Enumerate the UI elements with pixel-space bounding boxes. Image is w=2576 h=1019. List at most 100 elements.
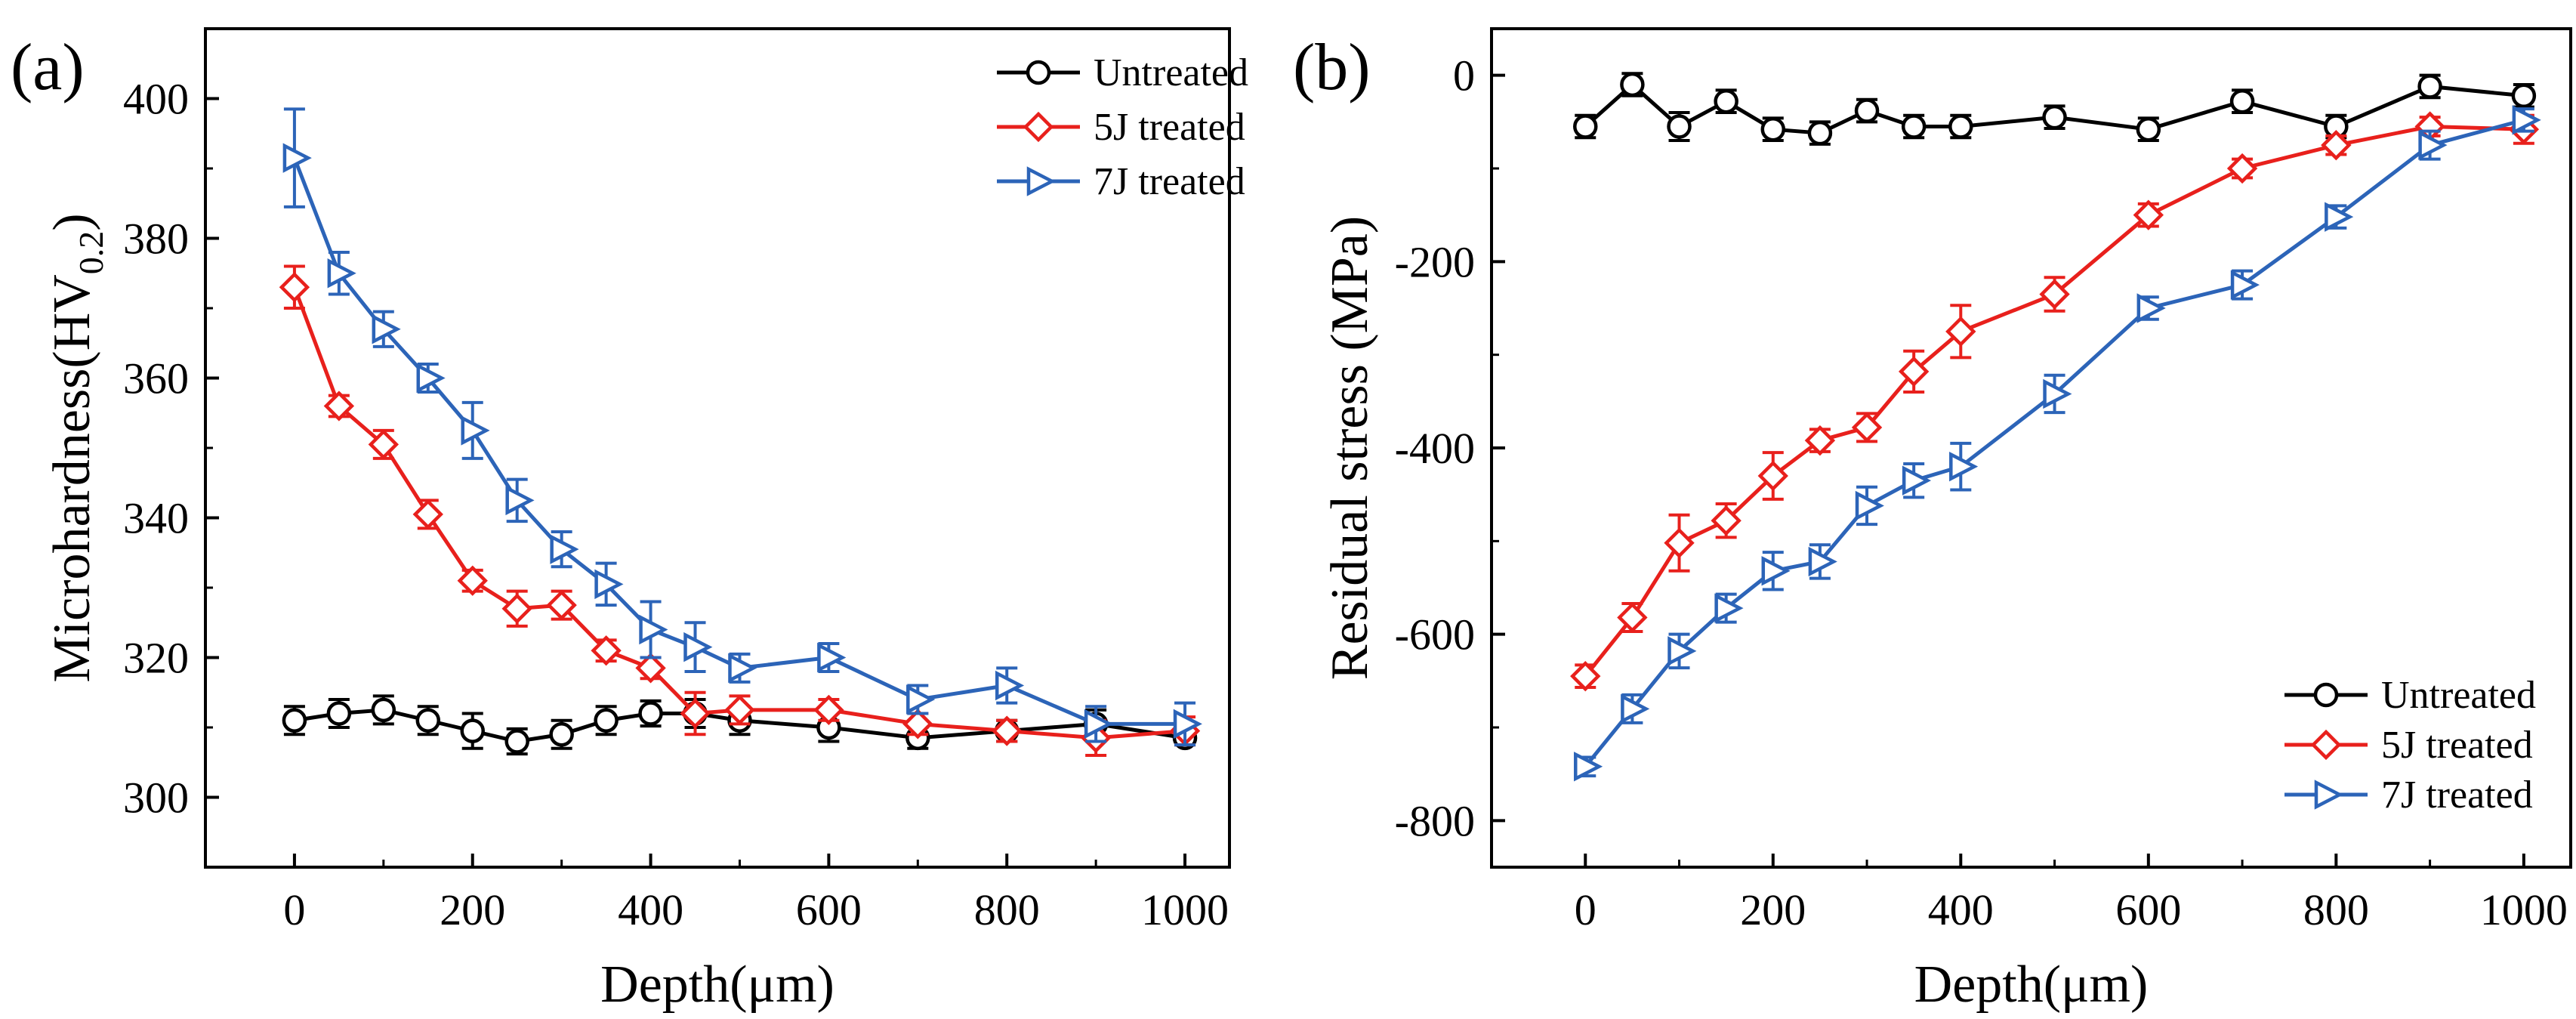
marker-triangle bbox=[1084, 709, 1114, 740]
marker-circle bbox=[638, 701, 663, 726]
marker-circle bbox=[415, 708, 441, 733]
marker-triangle bbox=[2418, 130, 2448, 160]
x-tick-label: 600 bbox=[2115, 885, 2181, 934]
marker-circle bbox=[2417, 74, 2442, 99]
y-tick-label: -200 bbox=[1395, 237, 1475, 286]
marker-diamond bbox=[457, 565, 488, 596]
marker-circle bbox=[1854, 98, 1880, 123]
x-axis-label: Depth(μm) bbox=[1914, 956, 2149, 1014]
marker-circle bbox=[2229, 88, 2255, 114]
marker-circle bbox=[460, 718, 485, 743]
marker-triangle bbox=[995, 670, 1025, 701]
marker-triangle bbox=[550, 534, 579, 564]
legend-label: 7J treated bbox=[1094, 160, 1245, 203]
series-5j-treated bbox=[279, 264, 1201, 757]
marker-diamond bbox=[1851, 412, 1883, 443]
marker-diamond bbox=[1023, 111, 1054, 143]
marker-circle bbox=[2136, 116, 2161, 142]
marker-diamond bbox=[1757, 460, 1788, 492]
marker-triangle bbox=[2136, 293, 2166, 323]
y-axis-label-tail: ) bbox=[43, 213, 101, 230]
y-tick-label: 340 bbox=[123, 494, 189, 543]
series-7j-treated bbox=[1574, 105, 2541, 782]
marker-diamond bbox=[368, 429, 400, 460]
marker-triangle bbox=[1855, 490, 1884, 521]
marker-diamond bbox=[1945, 316, 1976, 347]
marker-triangle bbox=[2043, 378, 2072, 409]
marker-diamond bbox=[902, 709, 933, 740]
chart-b-residual-stress: 0 200 400 600 800 1000 0 -200 -400 -600 -800 Depth(… bbox=[1321, 27, 2572, 1014]
marker-diamond bbox=[323, 391, 355, 421]
marker-circle bbox=[504, 729, 529, 754]
legend-label: Untreated bbox=[1094, 51, 1248, 94]
marker-diamond bbox=[1570, 660, 1601, 692]
marker-circle bbox=[1026, 60, 1051, 85]
marker-triangle bbox=[416, 363, 446, 394]
marker-circle bbox=[2042, 104, 2067, 130]
marker-circle bbox=[1573, 114, 1598, 139]
marker-triangle bbox=[1902, 465, 1932, 496]
marker-circle bbox=[549, 722, 574, 747]
marker-diamond bbox=[501, 593, 532, 624]
marker-triangle bbox=[1574, 752, 1603, 782]
marker-circle bbox=[1667, 114, 1692, 139]
marker-triangle bbox=[2512, 105, 2541, 135]
y-axis-label-subscript: 0.2 bbox=[72, 231, 110, 275]
marker-triangle bbox=[461, 415, 490, 446]
x-tick-label: 800 bbox=[974, 885, 1040, 934]
y-tick-label: -800 bbox=[1395, 796, 1475, 845]
x-tick-label: 600 bbox=[796, 885, 862, 934]
marker-triangle bbox=[1173, 709, 1202, 740]
y-axis-label: Residual stress (MPa) bbox=[1321, 216, 1379, 680]
marker-diamond bbox=[412, 499, 443, 530]
marker-diamond bbox=[546, 589, 577, 621]
x-tick-label: 200 bbox=[440, 885, 505, 934]
marker-triangle bbox=[505, 485, 535, 516]
marker-diamond bbox=[1664, 527, 1695, 558]
marker-circle bbox=[1901, 114, 1927, 139]
marker-diamond bbox=[279, 272, 310, 303]
legend: Untreated 5J treated 7J treated bbox=[2284, 674, 2536, 817]
marker-triangle bbox=[1714, 593, 1744, 623]
marker-triangle bbox=[327, 258, 356, 289]
marker-triangle bbox=[2314, 780, 2343, 810]
legend-label: 5J treated bbox=[1094, 106, 1245, 149]
marker-diamond bbox=[1898, 356, 1930, 388]
y-tick-label: 380 bbox=[123, 215, 189, 264]
y-tick-label: -600 bbox=[1395, 610, 1475, 659]
x-axis-label: Depth(μm) bbox=[600, 956, 835, 1014]
marker-diamond bbox=[2039, 279, 2070, 310]
marker-circle bbox=[371, 697, 396, 723]
series-line bbox=[292, 286, 1186, 740]
marker-circle bbox=[1714, 88, 1738, 114]
legend-label: Untreated bbox=[2381, 674, 2536, 717]
series-untreated bbox=[1573, 72, 2537, 146]
marker-triangle bbox=[683, 631, 713, 662]
series-line bbox=[294, 708, 1186, 744]
marker-triangle bbox=[639, 614, 668, 645]
marker-circle bbox=[326, 701, 352, 726]
series-line bbox=[1584, 118, 2525, 768]
x-tick-label: 1000 bbox=[2480, 885, 2568, 934]
x-tick-label: 200 bbox=[1740, 885, 1806, 934]
marker-circle bbox=[594, 708, 619, 733]
marker-triangle bbox=[728, 653, 757, 684]
marker-circle bbox=[282, 708, 307, 733]
marker-circle bbox=[2511, 83, 2537, 109]
y-tick-label: 360 bbox=[123, 354, 189, 403]
y-axis-label-main: Microhardness(HV bbox=[43, 274, 101, 682]
y-tick-label: 400 bbox=[123, 75, 189, 124]
marker-triangle bbox=[282, 143, 312, 173]
marker-triangle bbox=[1808, 546, 1837, 577]
y-tick-label: -400 bbox=[1395, 424, 1475, 473]
legend-label: 5J treated bbox=[2381, 724, 2533, 767]
x-tick-label: 800 bbox=[2303, 885, 2369, 934]
chart-a-microhardness: 0 200 400 600 800 1000 300 320 340 360 380 400 Depth… bbox=[43, 27, 1248, 1014]
marker-diamond bbox=[680, 698, 711, 729]
series-5j-treated bbox=[1570, 111, 2540, 692]
x-tick-label: 0 bbox=[1575, 885, 1597, 934]
panel-b-label: (b) bbox=[1293, 31, 1371, 104]
y-tick-label: 320 bbox=[123, 634, 189, 683]
x-tick-label: 1000 bbox=[1141, 885, 1229, 934]
marker-diamond bbox=[813, 694, 844, 726]
